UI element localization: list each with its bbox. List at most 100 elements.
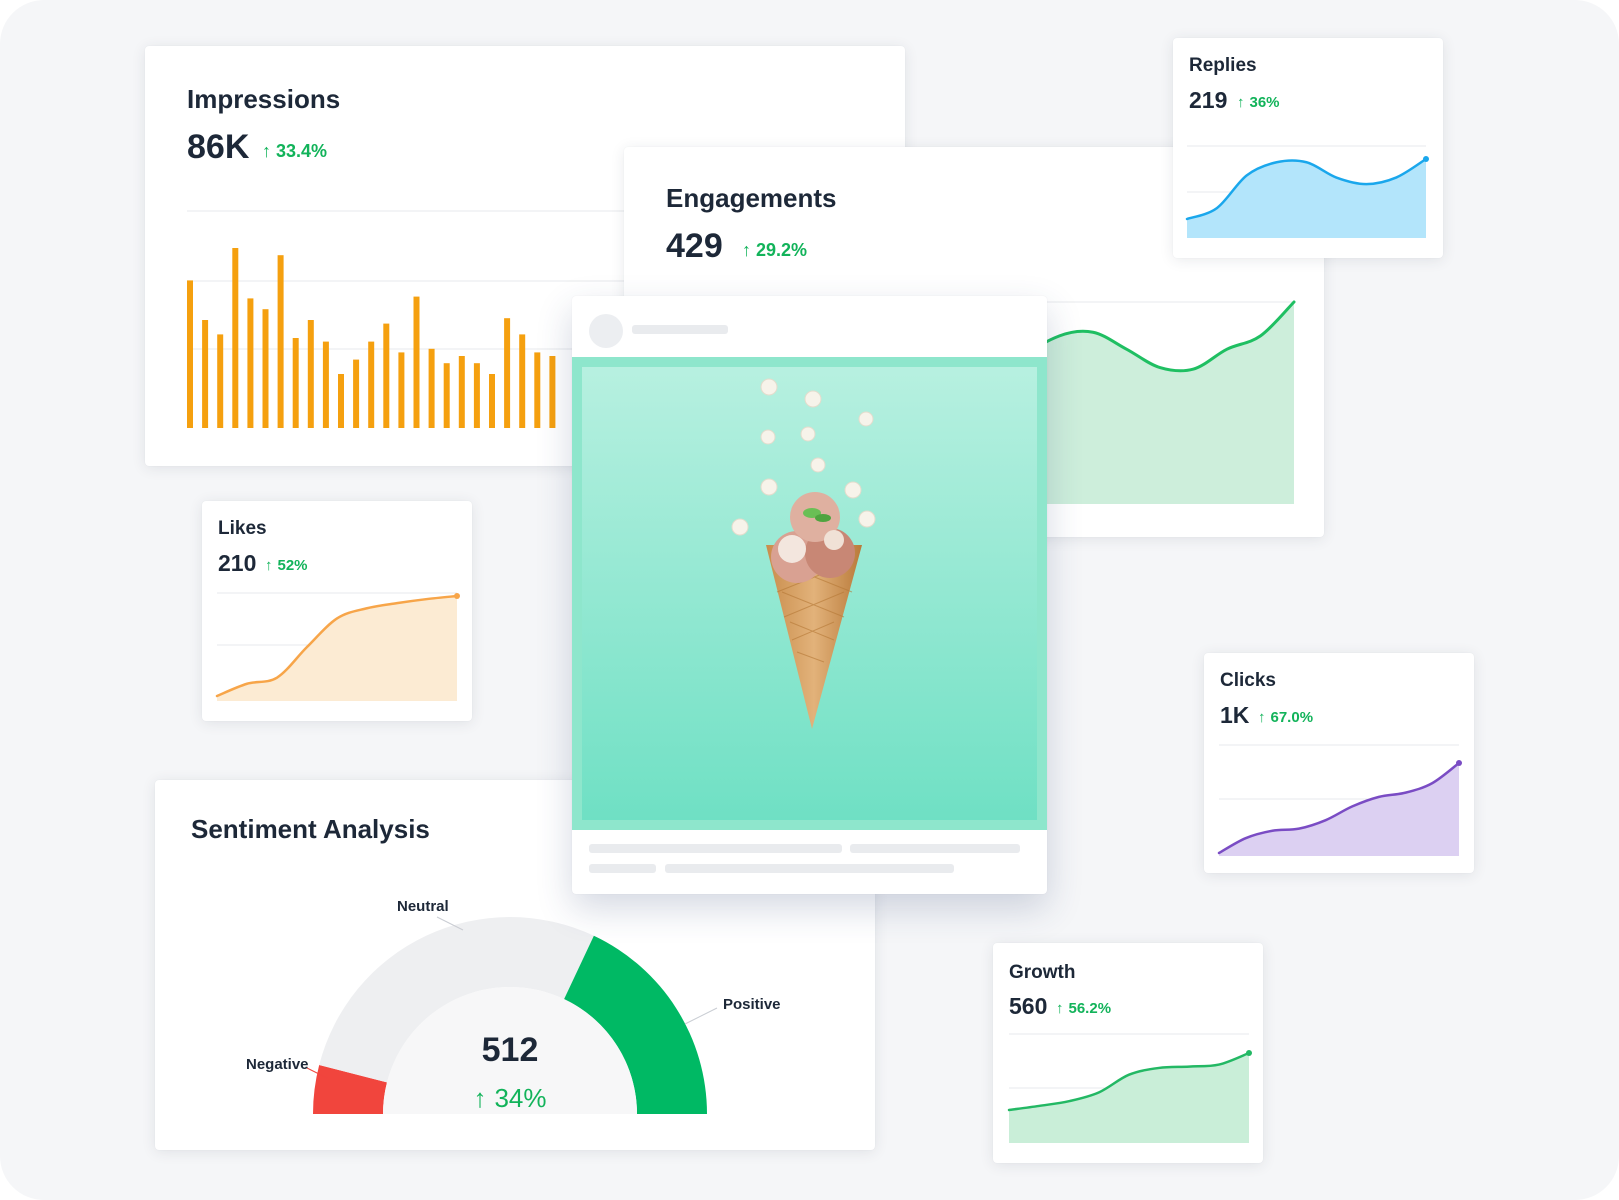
sentiment-title: Sentiment Analysis — [191, 814, 430, 844]
likes-delta: ↑ 52% — [265, 557, 308, 574]
replies-area-fill — [1187, 159, 1426, 238]
sentiment-delta-value: 34% — [494, 1083, 547, 1113]
likes-area-fill — [217, 596, 457, 701]
ice-cream-cone — [766, 492, 862, 729]
growth-area-fill — [1009, 1053, 1249, 1143]
arrow-up-icon: ↑ — [1056, 1000, 1064, 1017]
engagements-area-fill — [624, 302, 1294, 534]
impressions-bar — [322, 341, 329, 428]
impressions-bar — [217, 334, 224, 428]
ice-cream-illustration — [582, 367, 1037, 820]
post-caption-placeholder-3 — [589, 864, 656, 873]
arrow-up-icon: ↑ — [262, 141, 271, 161]
sentiment-total: 512 — [481, 1031, 539, 1069]
impressions-bar — [202, 320, 209, 428]
impressions-bar — [338, 374, 344, 428]
impressions-bar — [398, 352, 405, 428]
gauge-label-neutral: Neutral — [397, 898, 449, 915]
impressions-bar — [187, 280, 193, 428]
gauge-label-positive: Positive — [723, 996, 781, 1013]
post-caption-placeholder-2 — [850, 844, 1020, 853]
clicks-value: 1K — [1220, 702, 1250, 728]
arrow-up-icon: ↑ — [473, 1083, 487, 1113]
post-image — [572, 357, 1047, 830]
growth-title: Growth — [1009, 962, 1076, 983]
likes-card[interactable]: Likes 210 ↑ 52% — [202, 501, 472, 721]
leader-line-positive — [684, 1007, 718, 1025]
gauge-segment-neutral — [319, 917, 594, 1083]
growth-card[interactable]: Growth 560 ↑ 56.2% — [993, 943, 1263, 1163]
clicks-series-line — [1217, 761, 1461, 855]
leader-line-negative — [306, 1067, 328, 1079]
likes-area-chart — [215, 592, 460, 701]
impressions-bar — [489, 374, 495, 428]
clicks-delta: ↑ 67.0% — [1258, 709, 1313, 726]
arrow-up-icon: ↑ — [1237, 94, 1245, 111]
impressions-bar — [428, 348, 435, 428]
impressions-bar — [353, 359, 360, 428]
sentiment-delta: ↑ 34% — [440, 1083, 580, 1114]
marshmallow-pieces — [731, 378, 876, 536]
impressions-bar — [247, 298, 254, 428]
sentiment-gauge-chart — [306, 916, 718, 1114]
clicks-end-point — [1456, 760, 1462, 766]
impressions-delta-value: 33.4% — [276, 141, 328, 161]
post-caption-placeholder-4 — [665, 864, 954, 873]
replies-card[interactable]: Replies 219 ↑ 36% — [1173, 38, 1443, 258]
impressions-bar — [443, 363, 450, 428]
arrow-up-icon: ↑ — [265, 557, 273, 574]
likes-title: Likes — [218, 518, 267, 539]
replies-end-point — [1423, 156, 1429, 162]
gauge-label-negative: Negative — [246, 1056, 309, 1073]
growth-area-chart — [1007, 1033, 1252, 1143]
impressions-bar — [262, 309, 269, 428]
clicks-card[interactable]: Clicks 1K ↑ 67.0% — [1204, 653, 1474, 873]
likes-delta-value: 52% — [277, 557, 308, 574]
growth-value: 560 — [1009, 993, 1048, 1019]
clicks-title: Clicks — [1220, 670, 1276, 691]
arrow-up-icon: ↑ — [1258, 709, 1266, 726]
impressions-bar — [458, 356, 465, 428]
impressions-bar — [232, 248, 239, 428]
engagements-title: Engagements — [666, 183, 837, 213]
growth-end-point — [1246, 1050, 1252, 1056]
impressions-delta: ↑ 33.4% — [262, 141, 327, 162]
post-author-placeholder — [632, 325, 728, 334]
arrow-up-icon: ↑ — [742, 240, 751, 260]
impressions-title: Impressions — [187, 84, 341, 114]
sentiment-card[interactable]: Sentiment Analysis Neutral Positive Nega… — [155, 780, 875, 1150]
impressions-bar — [383, 323, 390, 428]
post-preview-card[interactable] — [572, 296, 1047, 894]
post-avatar — [589, 314, 623, 348]
impressions-bar — [277, 255, 284, 428]
impressions-bar — [534, 352, 541, 428]
clicks-area-fill — [1219, 763, 1459, 856]
growth-delta: ↑ 56.2% — [1056, 1000, 1111, 1017]
impressions-bar — [519, 334, 526, 428]
growth-series-line — [1007, 1051, 1251, 1112]
gauge-segment-positive — [564, 935, 707, 1114]
gauge-inner-disc — [383, 987, 637, 1114]
clicks-delta-value: 67.0% — [1270, 709, 1314, 726]
engagements-delta: ↑ 29.2% — [742, 240, 807, 261]
clicks-area-chart — [1217, 744, 1462, 856]
replies-delta: ↑ 36% — [1237, 94, 1280, 111]
post-caption-placeholder-1 — [589, 844, 842, 853]
impressions-bar — [292, 338, 299, 428]
impressions-bar — [473, 363, 480, 428]
likes-series-line — [215, 594, 459, 698]
growth-delta-value: 56.2% — [1068, 1000, 1112, 1017]
replies-area-chart — [1185, 145, 1429, 238]
likes-end-point — [454, 593, 460, 599]
engagements-delta-value: 29.2% — [756, 240, 808, 260]
engagements-value: 429 — [666, 227, 723, 265]
replies-value: 219 — [1189, 87, 1228, 113]
impressions-bar — [549, 356, 556, 428]
replies-series-line — [1185, 157, 1428, 221]
impressions-bar — [368, 341, 375, 428]
impressions-value: 86K — [187, 128, 250, 166]
impressions-bar — [504, 318, 511, 428]
replies-title: Replies — [1189, 55, 1257, 76]
replies-delta-value: 36% — [1249, 94, 1280, 111]
impressions-bar — [307, 320, 314, 428]
